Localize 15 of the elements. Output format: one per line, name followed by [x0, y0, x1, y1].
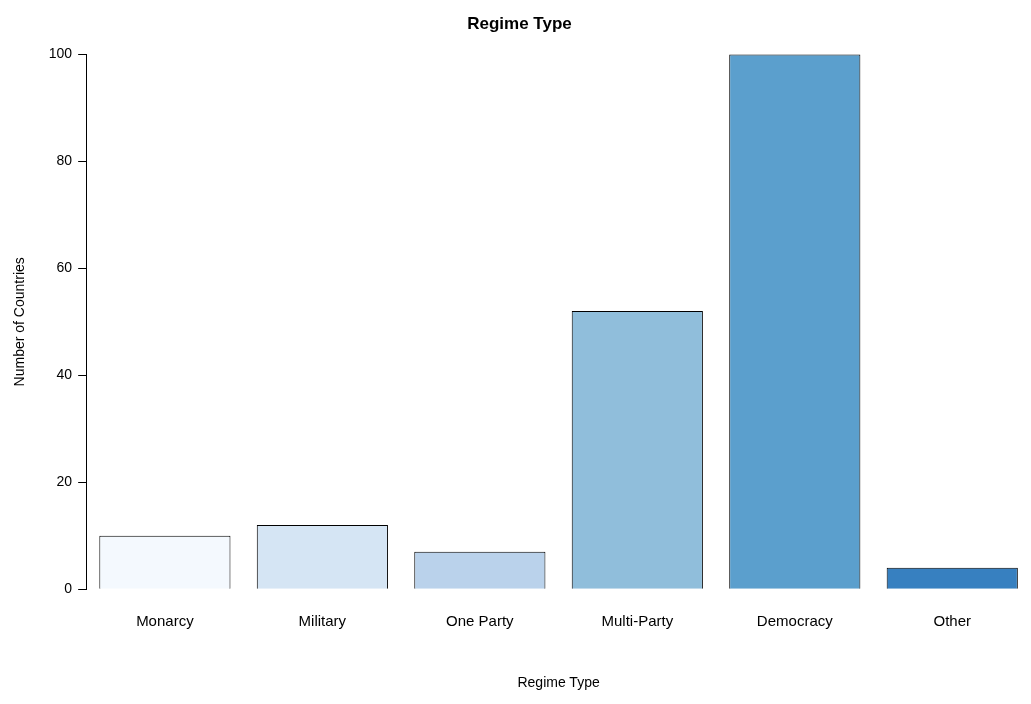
- y-tick-label: 40: [56, 366, 73, 383]
- x-tick-label: One Party: [446, 612, 515, 630]
- y-tick-label: 60: [56, 259, 73, 276]
- x-tick-label: Monarcy: [136, 612, 195, 630]
- y-axis-title: Number of Countries: [11, 257, 28, 387]
- chart-title: Regime Type: [467, 13, 572, 33]
- x-tick-label: Other: [933, 612, 972, 630]
- y-tick-label: 80: [56, 152, 73, 169]
- x-tick-label: Military: [298, 612, 347, 630]
- y-tick-label: 100: [48, 45, 73, 62]
- y-tick-label: 20: [56, 473, 73, 490]
- y-tick-label: 0: [64, 580, 73, 597]
- x-tick-label: Democracy: [756, 612, 834, 630]
- x-axis-title: Regime Type: [517, 674, 600, 691]
- x-tick-label: Multi-Party: [601, 612, 674, 630]
